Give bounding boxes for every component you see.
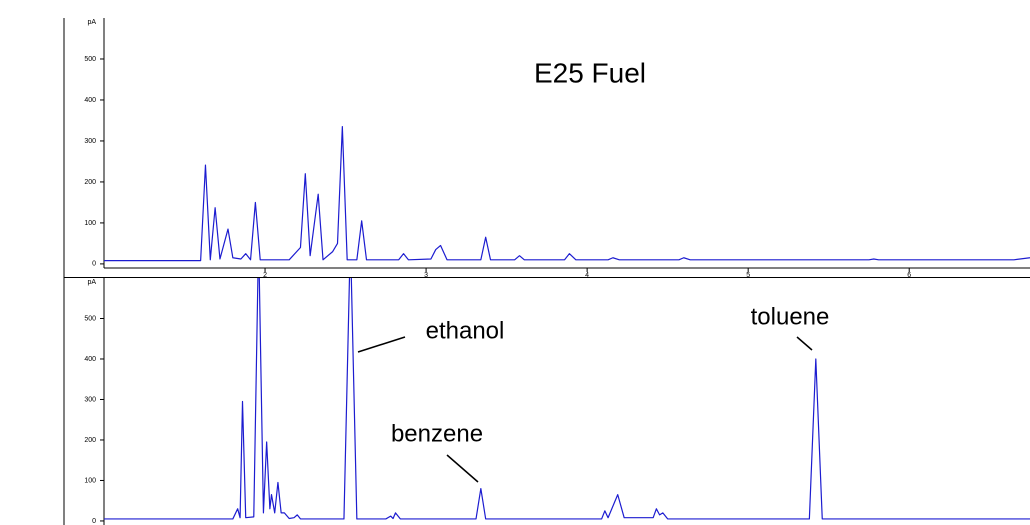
annotation-leader — [796, 336, 813, 351]
x-tick-label: 3 — [424, 272, 428, 279]
y-tick-label: 0 — [92, 261, 96, 268]
chart-title: E25 Fuel — [534, 57, 646, 88]
x-tick-label: 2 — [263, 272, 267, 279]
y-tick-label: 400 — [84, 356, 96, 363]
peak-annotation: benzene — [391, 420, 483, 447]
y-tick-label: 300 — [84, 396, 96, 403]
y-axis-label: pA — [87, 279, 96, 286]
annotation-leader — [357, 336, 406, 353]
peak-annotation: ethanol — [426, 317, 505, 344]
y-axis-label: pA — [87, 19, 96, 26]
trace — [104, 126, 1030, 262]
peak-annotation: toluene — [751, 303, 830, 330]
plot-area — [104, 278, 1030, 520]
x-tick-label: 4 — [585, 272, 589, 279]
y-tick-label: 300 — [84, 138, 96, 145]
y-tick-label: 100 — [84, 477, 96, 484]
y-tick-label: 200 — [84, 437, 96, 444]
plot-area — [104, 126, 1030, 262]
y-tick-label: 100 — [84, 220, 96, 227]
x-tick-label: 6 — [907, 272, 911, 279]
y-tick-label: 200 — [84, 179, 96, 186]
x-tick-label: 5 — [746, 272, 750, 279]
trace — [104, 278, 1030, 520]
y-tick-label: 500 — [84, 315, 96, 322]
y-tick-label: 500 — [84, 56, 96, 63]
y-tick-label: 400 — [84, 97, 96, 104]
y-tick-label: 0 — [92, 518, 96, 525]
annotation-leader — [446, 454, 479, 483]
